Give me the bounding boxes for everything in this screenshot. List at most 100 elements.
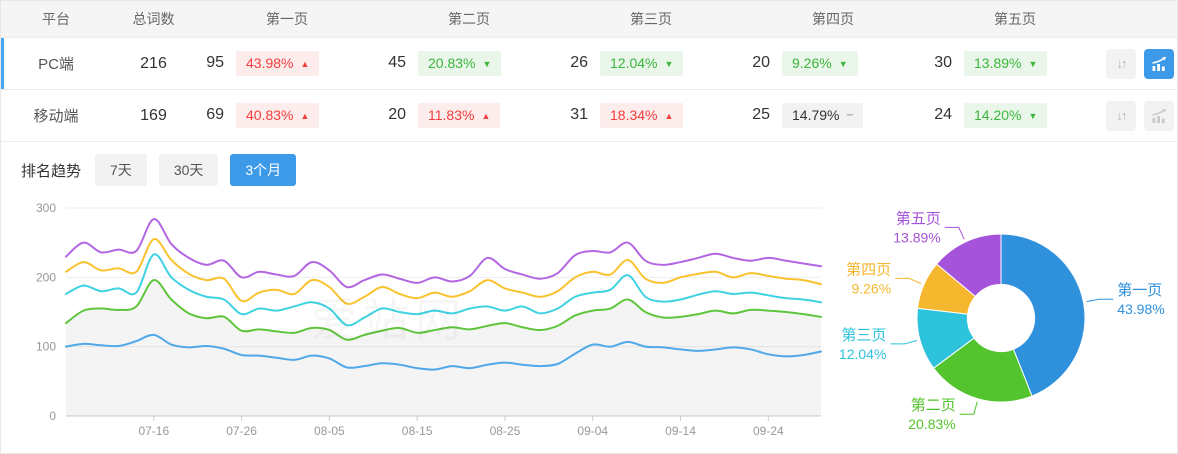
trend-arrow-icon: ▲ [300,58,310,69]
page3-cell: 31 18.34% ▲ [560,103,742,128]
show-trend-chart-button[interactable] [1144,100,1174,131]
trend-line-chart-wrap: 爱站网 010020030007-1607-2608-0508-1508-250… [1,196,831,448]
svg-text:09-04: 09-04 [577,424,608,438]
sort-button[interactable]: ↓↑ [1106,48,1136,79]
svg-text:43.98%: 43.98% [1117,301,1164,317]
trend-arrow-icon: ▼ [1028,58,1038,69]
trend-arrow-icon: ▲ [664,110,674,121]
table-row-pc[interactable]: PC端 216 95 43.98% ▲ 45 20.83% ▼ 26 12.04% ▼… [1,37,1177,89]
page5-count: 24 [934,106,952,124]
change-percent: 14.79% [792,107,840,124]
svg-text:08-25: 08-25 [490,424,521,438]
platform-label: 移动端 [33,108,79,125]
change-percent: 18.34% [610,107,658,124]
page3-count: 31 [570,106,588,124]
svg-text:07-16: 07-16 [138,424,169,438]
page1-cell: 95 43.98% ▲ [196,51,378,76]
svg-text:第三页: 第三页 [841,326,886,344]
svg-text:09-14: 09-14 [665,424,696,438]
change-percent: 11.83% [428,107,475,124]
tab-range-30d[interactable]: 30天 [158,154,219,186]
change-percent: 13.89% [974,55,1022,72]
change-percent: 43.98% [246,55,294,72]
page1-cell: 69 40.83% ▲ [196,103,378,128]
change-badge: 43.98% ▲ [236,51,320,76]
svg-text:20.83%: 20.83% [908,416,955,432]
svg-text:13.89%: 13.89% [893,229,940,245]
trend-line-chart: 0 100 200 300 07-16 07-26 08-05 08-15 08-25 09-04… [36,201,822,438]
change-badge: 9.26% ▼ [782,51,858,76]
trend-arrow-icon: ▼ [838,58,848,69]
change-percent: 14.20% [974,107,1022,124]
header-page-3: 第三页 [630,11,672,27]
svg-text:08-15: 08-15 [402,424,433,438]
page4-count: 25 [752,106,770,124]
tab-range-3m[interactable]: 3个月 [230,154,297,186]
table-header: 平台 总词数 第一页 第二页 第三页 第四页 第五页 [1,1,1177,37]
header-page-5: 第五页 [994,11,1036,27]
svg-text:第五页: 第五页 [896,209,941,227]
page3-count: 26 [570,54,588,72]
page4-cell: 20 9.26% ▼ [742,51,924,76]
svg-text:12.04%: 12.04% [839,346,886,362]
page-distribution-donut-chart: 第一页 43.98% 第二页 20.83% 第三页 12.04% 第四页 9.26% 第五页 13… [839,209,1165,432]
charts-area: 爱站网 010020030007-1607-2608-0508-1508-250… [1,196,1177,448]
trend-toolbar: 排名趋势 7天 30天 3个月 [1,142,1177,194]
show-trend-chart-button[interactable] [1144,48,1174,79]
svg-text:第四页: 第四页 [846,260,891,278]
change-percent: 20.83% [428,55,476,72]
svg-text:0: 0 [49,409,56,423]
page5-count: 30 [934,54,952,72]
svg-text:09-24: 09-24 [753,424,784,438]
page4-cell: 25 14.79% – [742,103,924,128]
row-actions: ↓↑ [1106,48,1177,79]
header-page-1: 第一页 [266,11,308,27]
change-percent: 12.04% [610,55,658,72]
change-badge: 13.89% ▼ [964,51,1048,76]
tab-range-7d[interactable]: 7天 [95,154,147,186]
change-badge: 40.83% ▲ [236,103,320,128]
header-page-2: 第二页 [448,11,490,27]
total-words-value: 216 [140,54,167,72]
page-distribution-wrap: 第一页 43.98% 第二页 20.83% 第三页 12.04% 第四页 9.26% 第五页 13… [831,196,1177,448]
change-badge: 14.20% ▼ [964,103,1048,128]
trend-arrow-icon: ▲ [481,110,491,121]
page5-cell: 24 14.20% ▼ [924,103,1106,128]
table-row-mobile[interactable]: 移动端 169 69 40.83% ▲ 20 11.83% ▲ 31 18.34% ▲… [1,89,1177,141]
header-platform: 平台 [42,11,70,27]
page2-cell: 20 11.83% ▲ [378,103,560,128]
header-page-4: 第四页 [812,11,854,27]
page2-cell: 45 20.83% ▼ [378,51,560,76]
sort-button[interactable]: ↓↑ [1106,100,1136,131]
svg-text:第一页: 第一页 [1117,281,1162,299]
trend-arrow-icon: – [846,107,854,122]
change-percent: 9.26% [792,55,832,72]
page3-cell: 26 12.04% ▼ [560,51,742,76]
svg-text:300: 300 [36,201,56,215]
sort-arrows-icon: ↓↑ [1116,56,1128,71]
svg-text:08-05: 08-05 [314,424,345,438]
platform-table: PC端 216 95 43.98% ▲ 45 20.83% ▼ 26 12.04% ▼… [1,37,1177,142]
change-badge: 12.04% ▼ [600,51,684,76]
page5-cell: 30 13.89% ▼ [924,51,1106,76]
svg-text:9.26%: 9.26% [851,280,891,296]
svg-text:200: 200 [36,270,56,284]
trend-section-title: 排名趋势 [21,162,82,180]
trend-arrow-icon: ▼ [1028,110,1038,121]
change-badge: 20.83% ▼ [418,51,502,76]
sort-arrows-icon: ↓↑ [1116,108,1128,123]
change-badge: 14.79% – [782,103,864,128]
page1-count: 69 [206,106,224,124]
svg-text:第二页: 第二页 [911,396,956,414]
svg-text:100: 100 [36,340,56,354]
line-chart-icon [1152,56,1166,71]
svg-text:07-26: 07-26 [226,424,257,438]
trend-arrow-icon: ▼ [664,58,674,69]
page4-count: 20 [752,54,770,72]
page2-count: 20 [388,106,406,124]
row-actions: ↓↑ [1106,100,1177,131]
page2-count: 45 [388,54,406,72]
change-badge: 18.34% ▲ [600,103,684,128]
change-badge: 11.83% ▲ [418,103,501,128]
